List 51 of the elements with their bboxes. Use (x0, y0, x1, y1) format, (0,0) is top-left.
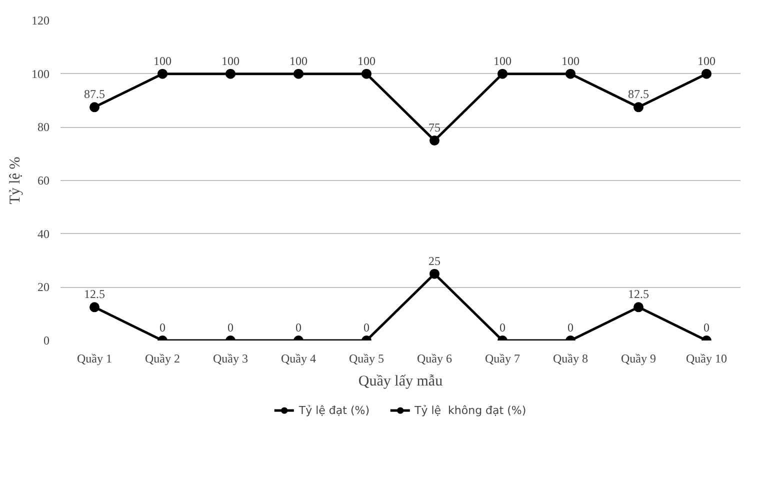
x-tick-label: Quầy 1 (77, 352, 112, 366)
data-label: 0 (160, 320, 166, 334)
x-axis-title: Quầy lấy mẫu (358, 374, 444, 390)
point (702, 68, 712, 79)
x-tick-label: Quầy 5 (349, 352, 384, 366)
y-tick-label: 60 (38, 174, 50, 188)
data-label: 0 (500, 320, 506, 334)
data-label: 100 (154, 54, 172, 68)
x-tick-label: Quầy 7 (485, 352, 520, 366)
y-tick-label: 80 (38, 120, 50, 134)
data-label: 100 (698, 54, 716, 68)
data-label: 100 (494, 54, 512, 68)
data-label: 25 (428, 254, 440, 268)
x-tick-label: Quầy 6 (417, 352, 452, 366)
data-label: 0 (568, 320, 574, 334)
x-tick-label: Quầy 9 (621, 352, 656, 366)
data-label: 75 (428, 120, 440, 134)
point (430, 136, 440, 146)
y-tick-label: 120 (32, 14, 50, 28)
legend-label: Tỷ lệ không đạt (%) (414, 403, 526, 417)
point (498, 68, 508, 79)
x-tick-label: Quầy 2 (145, 352, 180, 366)
data-label: 12.5 (628, 287, 649, 302)
y-tick-label: 100 (32, 66, 50, 81)
data-label: 0 (296, 320, 302, 334)
data-label: 100 (358, 54, 376, 68)
point (90, 102, 100, 112)
data-label: 0 (228, 320, 234, 334)
point (294, 68, 304, 79)
data-label: 87.5 (628, 87, 649, 102)
data-label: 0 (364, 320, 370, 334)
data-label: 100 (222, 54, 240, 68)
data-label: 12.5 (84, 287, 105, 302)
data-label: 0 (704, 320, 710, 334)
y-tick-label: 0 (44, 334, 50, 348)
x-tick-label: Quầy 3 (213, 352, 248, 366)
y-tick-label: 20 (38, 280, 50, 294)
y-tick-label: 40 (38, 226, 50, 241)
point (566, 68, 576, 79)
y-axis-title: Tỷ lệ % (8, 156, 24, 204)
x-tick-label: Quầy 4 (281, 352, 316, 366)
data-label: 100 (562, 54, 580, 68)
point (362, 68, 372, 79)
point (634, 102, 644, 112)
data-label: 100 (290, 54, 308, 68)
x-tick-label: Quầy 10 (686, 352, 728, 366)
point (158, 68, 168, 79)
point (226, 68, 236, 79)
legend-label: Tỷ lệ đạt (%) (298, 403, 370, 417)
data-label: 87.5 (84, 87, 105, 102)
x-tick-label: Quầy 8 (553, 352, 588, 366)
